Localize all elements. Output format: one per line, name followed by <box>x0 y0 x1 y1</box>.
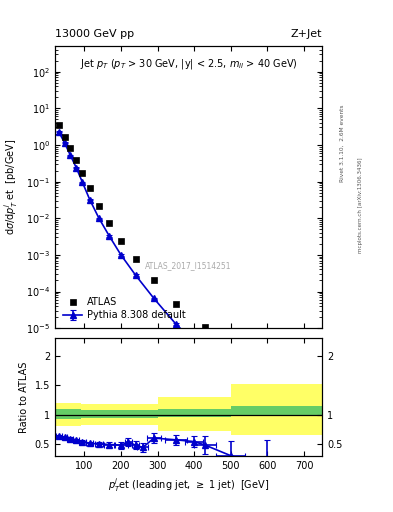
Y-axis label: Ratio to ATLAS: Ratio to ATLAS <box>19 361 29 433</box>
ATLAS <box>56 122 61 128</box>
ATLAS <box>87 185 92 191</box>
Legend: ATLAS, Pythia 8.308 default: ATLAS, Pythia 8.308 default <box>60 294 189 323</box>
ATLAS <box>68 145 73 151</box>
Text: Jet $p_T$ ($p_T$ > 30 GeV, |y| < 2.5, $m_{ll}$ > 40 GeV): Jet $p_T$ ($p_T$ > 30 GeV, |y| < 2.5, $m… <box>80 57 298 71</box>
ATLAS <box>173 301 178 307</box>
Text: mcplots.cern.ch [arXiv:1306.3436]: mcplots.cern.ch [arXiv:1306.3436] <box>358 157 363 252</box>
X-axis label: $p_T^{j}$et (leading jet, $\geq$ 1 jet)  [GeV]: $p_T^{j}$et (leading jet, $\geq$ 1 jet) … <box>108 476 269 494</box>
ATLAS <box>119 238 123 244</box>
ATLAS <box>80 170 85 176</box>
Text: 13000 GeV pp: 13000 GeV pp <box>55 29 134 39</box>
ATLAS <box>294 391 299 397</box>
ATLAS <box>74 157 79 163</box>
ATLAS <box>107 220 112 226</box>
ATLAS <box>97 203 101 209</box>
ATLAS <box>133 257 138 263</box>
Line: ATLAS: ATLAS <box>55 121 300 397</box>
Y-axis label: d$\sigma$/d$p_T^{j}$ et  [pb/GeV]: d$\sigma$/d$p_T^{j}$ et [pb/GeV] <box>3 139 20 236</box>
ATLAS <box>62 134 67 140</box>
ATLAS <box>203 324 208 330</box>
Text: ATLAS_2017_I1514251: ATLAS_2017_I1514251 <box>145 262 232 271</box>
ATLAS <box>152 278 156 284</box>
Text: Rivet 3.1.10,  2.6M events: Rivet 3.1.10, 2.6M events <box>340 104 345 182</box>
ATLAS <box>243 359 248 365</box>
Text: Z+Jet: Z+Jet <box>291 29 322 39</box>
